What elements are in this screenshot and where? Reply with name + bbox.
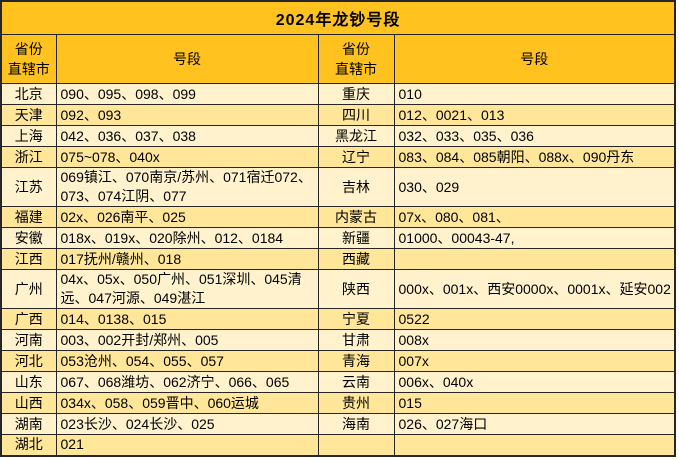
province-cell-right: 四川 — [317, 104, 395, 126]
province-cell-right — [317, 434, 395, 456]
segment-cell-left: 023长沙、024长沙、025 — [55, 413, 319, 435]
col-header-province-right: 省份 直辖市 — [317, 34, 395, 84]
province-cell-right: 云南 — [317, 371, 395, 393]
table-row: 山东 067、068潍坊、062济宁、066、065 云南 006x、040x — [0, 371, 676, 393]
province-cell-right: 西藏 — [317, 248, 395, 270]
segment-cell-right: 026、027海口 — [393, 413, 676, 435]
province-cell-right: 贵州 — [317, 392, 395, 414]
segment-cell-right: 010 — [393, 83, 676, 105]
segment-cell-right: 032、033、035、036 — [393, 125, 676, 147]
segment-cell-left: 069镇江、070南京/苏州、071宿迁072、073、074江阴、077 — [55, 167, 319, 207]
province-cell-left: 山东 — [0, 371, 57, 393]
col-header-segment-left: 号段 — [55, 34, 319, 84]
segment-cell-right — [393, 434, 676, 456]
segment-cell-left: 014、0138、015 — [55, 308, 319, 330]
table-row: 北京 090、095、098、099 重庆 010 — [0, 83, 676, 105]
province-cell-left: 湖南 — [0, 413, 57, 435]
province-cell-left: 河南 — [0, 329, 57, 351]
province-cell-right: 新疆 — [317, 227, 395, 249]
province-cell-left: 山西 — [0, 392, 57, 414]
table-row: 河南 003、002开封/郑州、005 甘肃 008x — [0, 329, 676, 351]
segment-cell-left: 021 — [55, 434, 319, 456]
table-row: 天津 092、093 四川 012、0021、013 — [0, 104, 676, 126]
table-row: 湖南 023长沙、024长沙、025 海南 026、027海口 — [0, 413, 676, 435]
province-cell-left: 北京 — [0, 83, 57, 105]
province-cell-right: 重庆 — [317, 83, 395, 105]
segment-cell-left: 042、036、037、038 — [55, 125, 319, 147]
province-cell-right: 甘肃 — [317, 329, 395, 351]
col-header-province-left: 省份 直辖市 — [0, 34, 57, 84]
province-cell-left: 湖北 — [0, 434, 57, 456]
table-row: 广西 014、0138、015 宁夏 0522 — [0, 308, 676, 330]
segment-cell-left: 003、002开封/郑州、005 — [55, 329, 319, 351]
province-cell-right: 宁夏 — [317, 308, 395, 330]
table-row: 山西 034x、058、059晋中、060运城 贵州 015 — [0, 392, 676, 414]
province-cell-left: 江苏 — [0, 167, 57, 207]
segment-cell-right: 030、029 — [393, 167, 676, 207]
segment-cell-left: 02x、026南平、025 — [55, 206, 319, 228]
province-cell-right: 辽宁 — [317, 146, 395, 168]
segment-cell-left: 067、068潍坊、062济宁、066、065 — [55, 371, 319, 393]
segment-cell-right: 015 — [393, 392, 676, 414]
segment-cell-right: 083、084、085朝阳、088x、090丹东 — [393, 146, 676, 168]
province-cell-left: 广西 — [0, 308, 57, 330]
segment-cell-right: 006x、040x — [393, 371, 676, 393]
province-cell-left: 江西 — [0, 248, 57, 270]
column-header-row: 省份 直辖市 号段 省份 直辖市 号段 — [0, 34, 676, 84]
segment-cell-right: 000x、001x、西安0000x、0001x、延安002 — [393, 269, 676, 309]
segment-cell-right: 07x、080、081、 — [393, 206, 676, 228]
segment-cell-left: 090、095、098、099 — [55, 83, 319, 105]
province-cell-right: 内蒙古 — [317, 206, 395, 228]
segment-cell-right: 01000、00043-47, — [393, 227, 676, 249]
segment-cell-right: 007x — [393, 350, 676, 372]
province-cell-left: 上海 — [0, 125, 57, 147]
province-cell-left: 广州 — [0, 269, 57, 309]
province-cell-right: 吉林 — [317, 167, 395, 207]
province-cell-right: 陕西 — [317, 269, 395, 309]
province-cell-left: 浙江 — [0, 146, 57, 168]
table-body: 北京 090、095、098、099 重庆 010 天津 092、093 四川 … — [0, 83, 676, 456]
table-row: 江西 017抚州/赣州、018 西藏 — [0, 248, 676, 270]
segment-cell-left: 04x、05x、050广州、051深圳、045清远、047河源、049湛江 — [55, 269, 319, 309]
segment-cell-left: 018x、019x、020除州、012、0184 — [55, 227, 319, 249]
province-cell-left: 安徽 — [0, 227, 57, 249]
segment-cell-left: 017抚州/赣州、018 — [55, 248, 319, 270]
province-cell-left: 河北 — [0, 350, 57, 372]
table-row: 浙江 075~078、040x 辽宁 083、084、085朝阳、088x、09… — [0, 146, 676, 168]
table-row: 安徽 018x、019x、020除州、012、0184 新疆 01000、000… — [0, 227, 676, 249]
segment-cell-left: 075~078、040x — [55, 146, 319, 168]
segment-cell-right — [393, 248, 676, 270]
table-row: 上海 042、036、037、038 黑龙江 032、033、035、036 — [0, 125, 676, 147]
province-cell-right: 青海 — [317, 350, 395, 372]
segment-cell-left: 053沧州、054、055、057 — [55, 350, 319, 372]
col-header-segment-right: 号段 — [393, 34, 676, 84]
table-row: 江苏 069镇江、070南京/苏州、071宿迁072、073、074江阴、077… — [0, 167, 676, 207]
table-row: 河北 053沧州、054、055、057 青海 007x — [0, 350, 676, 372]
province-cell-left: 天津 — [0, 104, 57, 126]
table-row: 福建 02x、026南平、025 内蒙古 07x、080、081、 — [0, 206, 676, 228]
page-title: 2024年龙钞号段 — [0, 0, 676, 35]
table-row: 湖北 021 — [0, 434, 676, 456]
province-cell-left: 福建 — [0, 206, 57, 228]
province-cell-right: 海南 — [317, 413, 395, 435]
province-cell-right: 黑龙江 — [317, 125, 395, 147]
title-row: 2024年龙钞号段 — [0, 0, 676, 35]
segment-cell-right: 008x — [393, 329, 676, 351]
segment-cell-left: 092、093 — [55, 104, 319, 126]
segment-cell-left: 034x、058、059晋中、060运城 — [55, 392, 319, 414]
table-row: 广州 04x、05x、050广州、051深圳、045清远、047河源、049湛江… — [0, 269, 676, 309]
segment-cell-right: 0522 — [393, 308, 676, 330]
segment-cell-right: 012、0021、013 — [393, 104, 676, 126]
